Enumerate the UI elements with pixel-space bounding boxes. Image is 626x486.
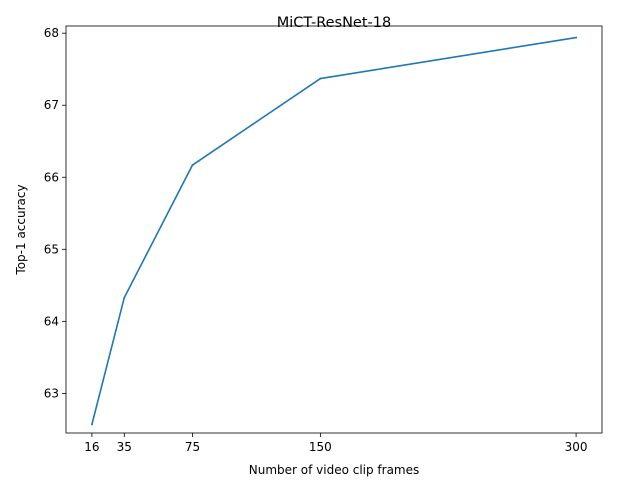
plot-area <box>65 25 603 434</box>
x-tick-label: 300 <box>565 440 588 454</box>
y-axis: 63 64 65 66 67 68 <box>44 26 66 400</box>
y-tick-label: 67 <box>44 98 59 112</box>
x-tick-label: 75 <box>185 440 200 454</box>
axes-frame <box>65 25 603 434</box>
data-point <box>123 296 126 299</box>
y-tick-label: 64 <box>44 314 59 328</box>
x-tick-label: 35 <box>117 440 132 454</box>
x-tick-label: 150 <box>309 440 332 454</box>
y-tick-label: 65 <box>44 242 59 256</box>
x-tick-label: 16 <box>84 440 99 454</box>
series-layer <box>90 36 578 426</box>
data-point <box>91 423 93 426</box>
x-axis-label: Number of video clip frames <box>249 463 420 477</box>
y-axis-label: Top-1 accuracy <box>14 184 28 275</box>
data-point <box>191 164 194 166</box>
x-axis: 16 35 75 150 300 <box>84 433 588 454</box>
chart-title: MiCT-ResNet-18 <box>277 15 391 31</box>
data-point <box>575 36 577 39</box>
series-line <box>90 36 578 426</box>
y-tick-label: 68 <box>44 26 59 40</box>
y-tick-label: 66 <box>44 170 59 184</box>
data-point <box>319 77 322 80</box>
y-tick-label: 63 <box>44 386 59 400</box>
